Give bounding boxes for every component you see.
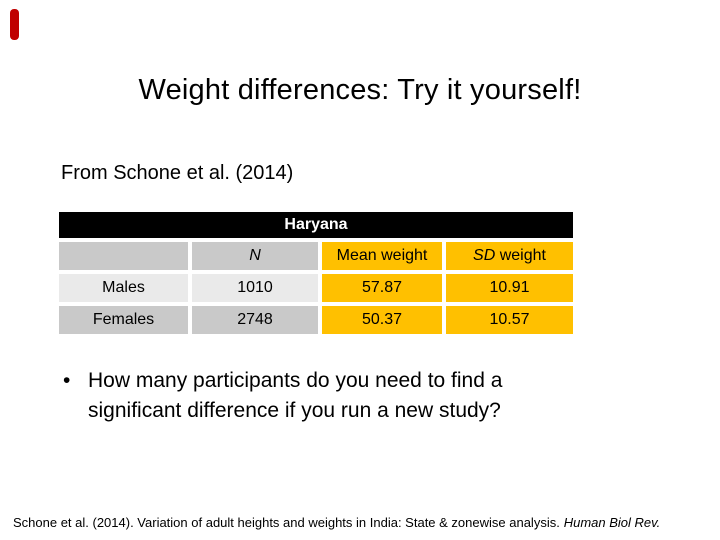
- slide-title: Weight differences: Try it yourself!: [138, 74, 582, 106]
- footer-citation: Schone et al. (2014). Variation of adult…: [13, 515, 713, 530]
- row-females-label: Females: [59, 306, 188, 334]
- row-females-mean-weight: 50.37: [322, 306, 442, 334]
- source-note: From Schone et al. (2014): [61, 162, 294, 184]
- row-females-n: 2748: [192, 306, 318, 334]
- citation-text: Schone et al. (2014). Variation of adult…: [13, 515, 560, 530]
- table-region-header: Haryana: [59, 212, 573, 238]
- journal-name: Human Biol Rev.: [563, 515, 661, 530]
- bookmark-ribbon-icon: [10, 9, 19, 40]
- sd-label-italic: SD: [473, 247, 496, 264]
- row-males-sd-weight: 10.91: [446, 274, 573, 302]
- row-males-mean-weight: 57.87: [322, 274, 442, 302]
- sd-label-rest: weight: [495, 247, 546, 264]
- bullet-point: • How many participants do you need to f…: [63, 366, 588, 426]
- column-header-sd-weight: SD weight: [446, 242, 573, 270]
- table-grid: N Mean weight SD weight Males 1010 57.87…: [59, 242, 573, 334]
- bullet-marker: •: [63, 369, 71, 392]
- row-males-label: Males: [59, 274, 188, 302]
- column-header-empty: [59, 242, 188, 270]
- weight-table: Haryana N Mean weight SD weight Males 10…: [59, 212, 573, 334]
- row-females-sd-weight: 10.57: [446, 306, 573, 334]
- column-header-mean-weight: Mean weight: [322, 242, 442, 270]
- bullet-text: How many participants do you need to fin…: [88, 369, 503, 422]
- row-males-n: 1010: [192, 274, 318, 302]
- column-header-n: N: [192, 242, 318, 270]
